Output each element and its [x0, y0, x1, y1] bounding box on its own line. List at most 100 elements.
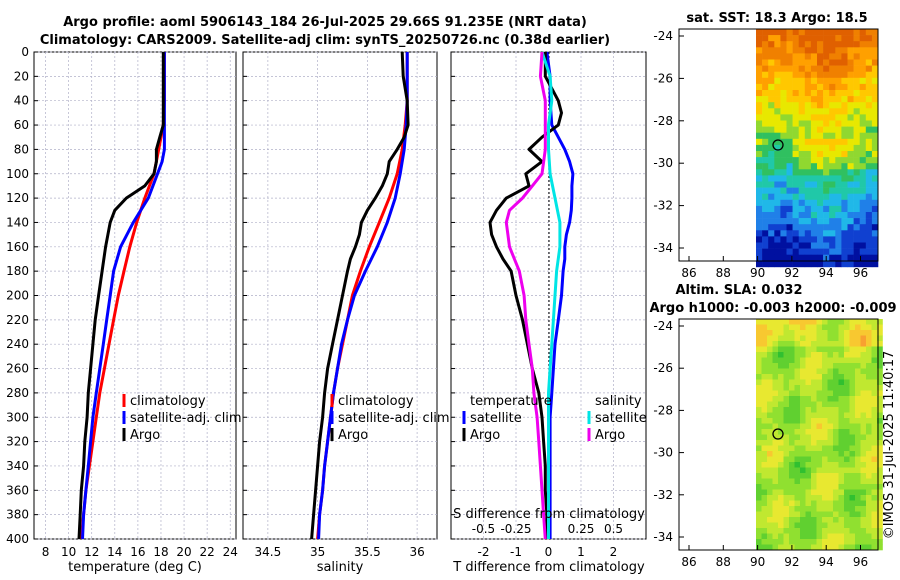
sla-cell: [833, 489, 839, 496]
sla-cell: [783, 473, 790, 479]
sst-cell: [792, 260, 799, 268]
sla-cell: [778, 330, 784, 336]
sst-cell: [847, 236, 854, 243]
sst-cell: [853, 96, 860, 103]
sst-cell: [865, 65, 873, 72]
sla-cell: [849, 346, 856, 353]
sla-cell: [772, 506, 779, 512]
x-tick-label: 14: [107, 545, 122, 559]
sla-cell: [800, 346, 806, 353]
sst-cell: [853, 224, 860, 231]
sst-cell: [756, 260, 763, 268]
sla-cell: [789, 478, 795, 485]
sst-cell: [835, 242, 842, 249]
sla-cell: [767, 500, 773, 507]
sla-cell: [761, 495, 768, 501]
sla-cell: [827, 374, 834, 380]
sla-cell: [855, 533, 861, 540]
sla-cell: [860, 407, 867, 413]
sla-cell: [822, 489, 828, 496]
sla-cell: [772, 500, 779, 507]
sst-cell: [774, 35, 781, 42]
sla-cell: [827, 423, 834, 430]
sla-cell: [871, 330, 878, 336]
sst-cell: [841, 108, 848, 115]
sla-cell: [767, 445, 773, 452]
sla-cell: [778, 500, 784, 507]
sla-cell: [789, 330, 795, 336]
sst-cell: [810, 248, 818, 255]
sst-cell: [810, 77, 818, 85]
sst-cell: [871, 144, 879, 152]
map-y-tick-label: -28: [653, 114, 673, 128]
sla-cell: [761, 412, 768, 419]
sla-cell: [756, 484, 762, 490]
sst-cell: [823, 96, 830, 103]
sla-cell: [778, 341, 784, 347]
sla-cell: [767, 390, 773, 397]
sla-cell: [816, 528, 823, 534]
sla-cell: [767, 341, 773, 347]
sla-cell: [761, 423, 768, 430]
sla-cell: [794, 456, 801, 463]
sla-cell: [855, 489, 861, 496]
sst-cell: [841, 132, 848, 140]
sla-cell: [877, 500, 883, 507]
sla-cell: [860, 341, 867, 347]
sla-cell: [767, 451, 773, 457]
sla-cell: [827, 489, 834, 496]
sla-cell: [805, 341, 812, 347]
sst-cell: [792, 181, 799, 188]
sst-cell: [823, 212, 830, 219]
sla-cell: [794, 396, 801, 402]
sla-cell: [855, 528, 861, 534]
sla-cell: [866, 473, 872, 479]
sst-cell: [780, 163, 787, 170]
sla-cell: [800, 418, 806, 424]
sla-cell: [838, 429, 845, 435]
sla-cell: [811, 335, 817, 342]
sst-cell: [768, 102, 775, 109]
sst-cell: [804, 53, 812, 60]
sst-cell: [871, 90, 879, 97]
sst-cell: [829, 90, 836, 97]
sst-cell: [786, 212, 793, 219]
sla-cell: [767, 423, 773, 430]
sst-cell: [792, 71, 799, 79]
sla-cell: [789, 456, 795, 463]
sla-cell: [794, 330, 801, 336]
sst-cell: [780, 224, 787, 231]
sla-cell: [833, 390, 839, 397]
map-y-tick-label: -24: [653, 319, 673, 333]
sst-cell: [756, 90, 763, 97]
sst-cell: [798, 90, 806, 97]
sst-cell: [774, 175, 781, 182]
sst-cell: [756, 248, 763, 255]
sla-cell: [877, 489, 883, 496]
sla-cell: [811, 346, 817, 353]
sla-cell: [855, 500, 861, 507]
sla-cell: [844, 451, 850, 457]
sla-cell: [877, 418, 883, 424]
sla-cell: [822, 533, 828, 540]
sla-cell: [800, 495, 806, 501]
sla-cell: [849, 352, 856, 358]
sst-cell: [762, 35, 769, 42]
sla-cell: [811, 396, 817, 402]
sst-cell: [810, 71, 818, 79]
sla-cell: [761, 434, 768, 441]
sla-cell: [827, 511, 834, 518]
sla-cell: [822, 473, 828, 479]
sla-cell: [794, 506, 801, 512]
sst-cell: [774, 181, 781, 188]
sla-cell: [822, 506, 828, 512]
sst-cell: [792, 138, 799, 146]
sst-cell: [853, 254, 860, 262]
sst-cell: [847, 47, 854, 54]
sla-cell: [772, 374, 779, 380]
sla-cell: [789, 462, 795, 468]
y-tick-label: 100: [6, 167, 29, 181]
sst-cell: [829, 169, 836, 176]
sst-cell: [792, 90, 799, 97]
sla-cell: [855, 379, 861, 386]
